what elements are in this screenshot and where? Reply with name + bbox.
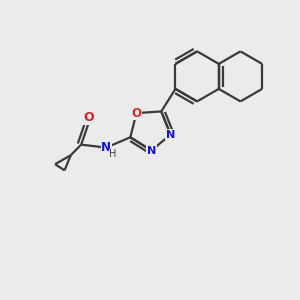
Text: O: O	[83, 111, 94, 124]
Text: N: N	[166, 130, 175, 140]
Text: H: H	[109, 149, 116, 159]
Text: N: N	[147, 146, 156, 155]
Text: O: O	[131, 106, 141, 120]
Text: N: N	[101, 141, 111, 154]
